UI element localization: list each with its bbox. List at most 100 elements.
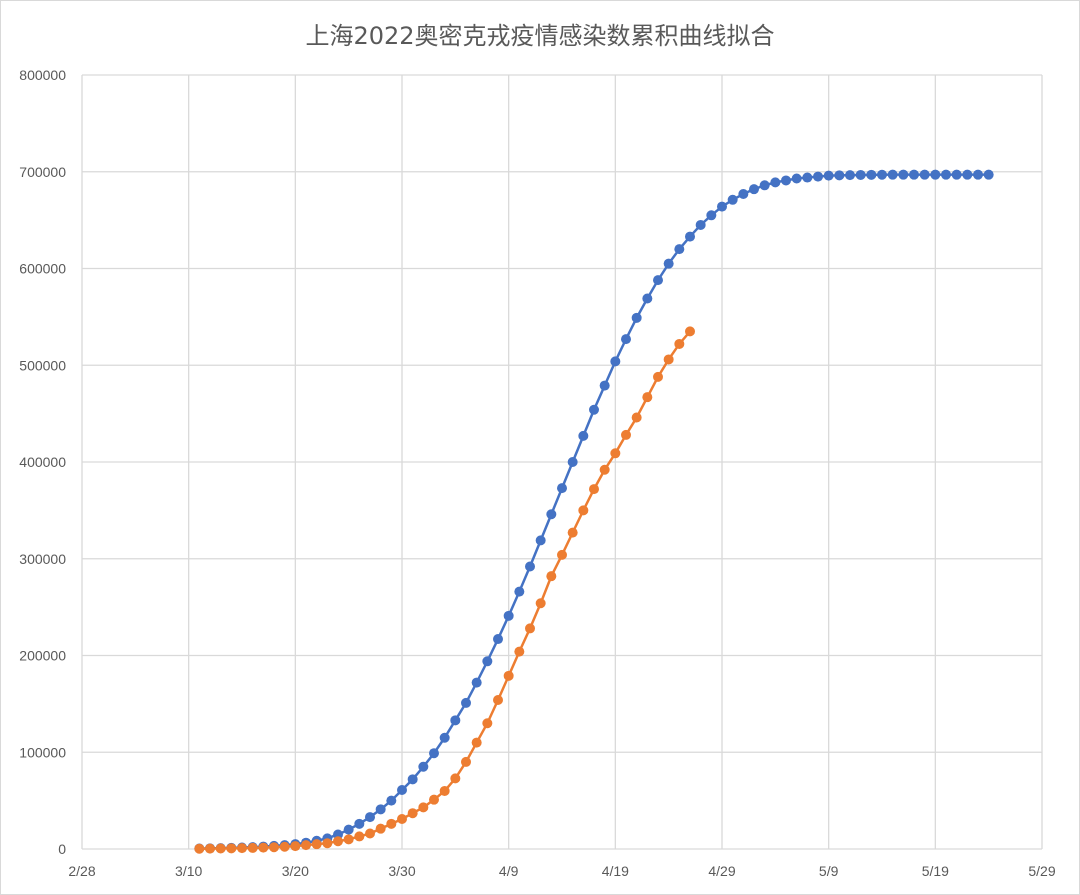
- series-0-point: [941, 169, 951, 180]
- x-tick-label: 4/29: [708, 863, 735, 879]
- series-0-point: [962, 169, 973, 180]
- series-0-point: [354, 818, 365, 829]
- series-0-point: [706, 210, 717, 221]
- y-tick-label: 600000: [19, 261, 66, 277]
- series-0-point: [717, 201, 727, 212]
- series-1-point: [279, 841, 290, 852]
- x-tick-label: 4/9: [499, 863, 519, 879]
- series-1-point: [450, 773, 461, 784]
- series-0-point: [525, 561, 535, 572]
- series-0-point: [631, 312, 642, 323]
- series-0-line: [199, 173, 989, 850]
- series-0-point: [781, 175, 791, 186]
- series-1-point: [471, 737, 482, 748]
- x-tick-label: 4/19: [602, 863, 629, 879]
- series-0-point: [535, 535, 546, 546]
- series-1-point: [578, 505, 589, 516]
- series-1-point: [333, 836, 343, 847]
- y-tick-label: 500000: [19, 357, 66, 373]
- series-1-point: [482, 718, 493, 729]
- series-0-point: [802, 172, 813, 183]
- x-tick-label: 5/19: [922, 863, 949, 879]
- series-0-point: [973, 169, 983, 180]
- series-0-point: [919, 169, 930, 180]
- series-1-point: [461, 756, 471, 767]
- series-1-point: [557, 549, 567, 560]
- series-0-point: [834, 170, 845, 181]
- series-1-point: [205, 843, 215, 854]
- series-1-point: [589, 484, 599, 495]
- series-1-point: [258, 842, 269, 853]
- series-1-line: [199, 330, 691, 850]
- series-0-point: [450, 715, 461, 726]
- series-0-point: [770, 177, 781, 188]
- series-1-point: [439, 785, 450, 796]
- series-0-point: [930, 169, 941, 180]
- y-tick-label: 200000: [19, 648, 66, 664]
- series-1-point: [375, 823, 386, 834]
- y-tick-label: 300000: [19, 551, 66, 567]
- series-0-point: [407, 774, 418, 785]
- series-1-point: [567, 527, 578, 538]
- y-tick-label: 0: [58, 841, 66, 857]
- series-0-point: [695, 219, 706, 230]
- series-0-point: [813, 171, 823, 182]
- series-1-point: [525, 623, 535, 634]
- series-1-point: [685, 326, 695, 337]
- series-0-point: [727, 194, 738, 205]
- series-1-point: [535, 598, 546, 609]
- series-0-point: [471, 677, 482, 688]
- series-0-point: [749, 184, 759, 195]
- series-0-point: [482, 656, 493, 667]
- series-1-point: [354, 831, 365, 842]
- series-1-point: [429, 794, 439, 805]
- series-1-point: [674, 338, 685, 349]
- x-tick-label: 3/30: [388, 863, 415, 879]
- series-0-point: [791, 173, 802, 184]
- y-tick-label: 100000: [19, 744, 66, 760]
- series-1-point: [322, 838, 333, 849]
- series-1-point: [290, 841, 301, 852]
- series-0-point: [589, 404, 599, 415]
- series-1-point: [194, 843, 205, 854]
- series-0-point: [418, 761, 429, 772]
- series-1-point: [407, 808, 418, 819]
- series-0-point: [365, 812, 375, 823]
- series-0-point: [439, 732, 450, 743]
- series-0-point: [621, 334, 631, 345]
- series-0-point: [909, 169, 919, 180]
- x-tick-label: 5/29: [1028, 863, 1055, 879]
- series-1-point: [610, 448, 621, 459]
- series-1-point: [215, 843, 226, 854]
- series-0-point: [653, 275, 663, 286]
- series-1-point: [237, 843, 247, 854]
- x-tick-label: 5/9: [819, 863, 839, 879]
- series-0-point: [503, 610, 514, 621]
- y-tick-label: 700000: [19, 164, 66, 180]
- series-1-point: [343, 834, 354, 845]
- series-0-point: [983, 169, 994, 180]
- series-0-point: [855, 169, 866, 180]
- series-0-point: [386, 795, 397, 806]
- y-tick-label: 400000: [19, 454, 66, 470]
- series-0-point: [557, 483, 567, 494]
- series-1-point: [653, 371, 663, 382]
- series-0-point: [567, 457, 578, 467]
- series-1-point: [599, 464, 610, 475]
- series-1-point: [397, 814, 407, 825]
- x-tick-label: 3/10: [175, 863, 202, 879]
- series-0-point: [663, 258, 674, 269]
- series-1-point: [269, 842, 279, 853]
- series-0-point: [759, 180, 770, 191]
- series-1-point: [642, 392, 653, 403]
- series-0-point: [493, 634, 503, 645]
- series-0-point: [546, 509, 557, 520]
- series-1-point: [493, 695, 503, 706]
- x-tick-label: 2/28: [68, 863, 95, 879]
- series-1-point: [621, 429, 631, 440]
- series-0-point: [898, 169, 909, 180]
- chart-title: 上海2022奥密克戎疫情感染数累积曲线拟合: [305, 22, 775, 50]
- series-0-point: [429, 748, 439, 759]
- series-1-point: [301, 840, 311, 851]
